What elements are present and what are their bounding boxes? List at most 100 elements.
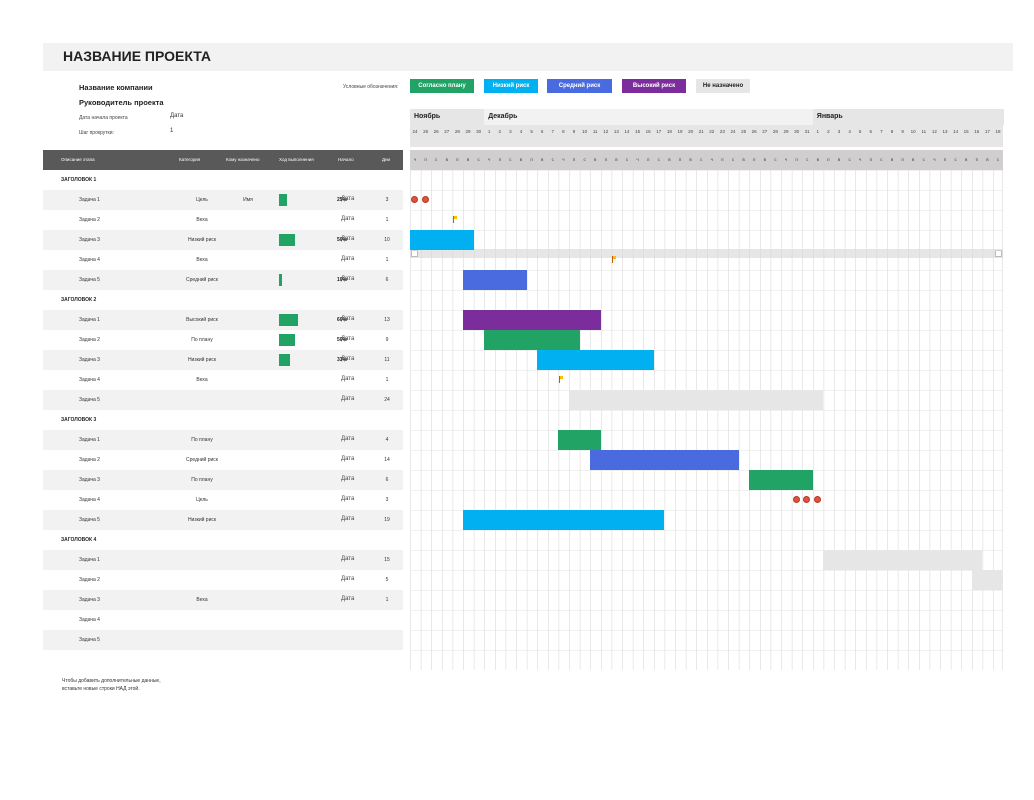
task-name[interactable]: Задача 4 [79,377,100,383]
task-name[interactable]: Задача 2 [79,217,100,223]
gantt-task-bar[interactable] [558,430,601,450]
task-start-date[interactable]: Дата [341,336,355,342]
task-category[interactable]: Средний риск [186,457,218,463]
task-days[interactable]: 14 [384,457,390,463]
gantt-task-bar[interactable] [537,350,654,370]
task-start-date[interactable]: Дата [341,516,355,522]
task-days[interactable]: 1 [385,377,389,383]
task-days[interactable]: 1 [385,597,389,603]
scroll-step-value[interactable]: 1 [170,128,174,134]
task-name[interactable]: Задача 3 [79,477,100,483]
task-start-date[interactable]: Дата [341,216,355,222]
gantt-task-bar[interactable] [463,310,601,330]
task-name[interactable]: Задача 2 [79,577,100,583]
gantt-task-bar[interactable] [484,330,580,350]
task-category[interactable]: По плану [191,477,213,483]
task-days[interactable]: 10 [384,237,390,243]
task-start-date[interactable]: Дата [341,496,355,502]
weekday-label: ч [636,157,639,162]
task-start-date[interactable]: Дата [341,376,355,382]
task-name[interactable]: Задача 1 [79,557,100,563]
task-days[interactable]: 13 [384,317,390,323]
task-category[interactable]: Веха [196,257,208,263]
task-name[interactable]: Задача 4 [79,497,100,503]
task-name[interactable]: Задача 3 [79,357,100,363]
task-name[interactable]: Задача 1 [79,197,100,203]
task-assignee[interactable]: Имя [243,197,253,203]
task-start-date[interactable]: Дата [341,436,355,442]
task-start-date[interactable]: Дата [341,236,355,242]
task-name[interactable]: Задача 1 [79,317,100,323]
task-category[interactable]: Веха [196,597,208,603]
header-assigned: Кому назначено [226,157,260,162]
task-category[interactable]: Цель [196,497,208,503]
task-category[interactable]: Низкий риск [187,357,217,363]
task-category[interactable]: По плану [191,337,213,343]
task-days[interactable]: 5 [385,577,389,583]
task-category[interactable]: Веха [196,217,208,223]
section-header-row: ЗАГОЛОВОК 1 [43,170,403,190]
task-category[interactable]: Средний риск [186,277,218,283]
task-days[interactable]: 1 [385,217,389,223]
task-start-date[interactable]: Дата [341,456,355,462]
task-days[interactable]: 9 [385,337,389,343]
task-days[interactable]: 6 [385,477,389,483]
task-days[interactable]: 3 [385,197,389,203]
task-name[interactable]: Задача 5 [79,397,100,403]
task-start-date[interactable]: Дата [341,276,355,282]
task-days[interactable]: 19 [384,517,390,523]
progress-value: 50% [337,337,348,343]
task-name[interactable]: Задача 3 [79,597,100,603]
task-category[interactable]: Веха [196,377,208,383]
task-start-date[interactable]: Дата [341,556,355,562]
flag-milestone-icon[interactable] [612,256,617,263]
target-milestone-icon[interactable] [813,496,821,503]
start-date-value[interactable]: Дата [170,113,184,119]
task-category[interactable]: Низкий риск [187,237,217,243]
task-start-date[interactable]: Дата [341,476,355,482]
task-name[interactable]: Задача 5 [79,637,100,643]
task-days[interactable]: 3 [385,497,389,503]
task-start-date[interactable]: Дата [341,356,355,362]
task-category[interactable]: Высокий риск [186,317,218,323]
target-milestone-icon[interactable] [803,496,811,503]
task-days[interactable]: 24 [384,397,390,403]
flag-milestone-icon[interactable] [559,376,564,383]
task-name[interactable]: Задача 5 [79,517,100,523]
task-days[interactable]: 15 [384,557,390,563]
start-date-label: Дата начала проекта [79,115,128,121]
task-name[interactable]: Задача 4 [79,257,100,263]
gantt-task-bar[interactable] [749,470,813,490]
gantt-task-bar[interactable] [569,390,824,410]
task-name[interactable]: Задача 3 [79,237,100,243]
task-days[interactable]: 1 [385,257,389,263]
gantt-task-bar[interactable] [463,270,527,290]
gantt-task-bar[interactable] [463,510,665,530]
task-name[interactable]: Задача 2 [79,457,100,463]
task-days[interactable]: 11 [384,357,390,363]
flag-milestone-icon[interactable] [453,216,458,223]
task-start-date[interactable]: Дата [341,316,355,322]
gantt-task-bar[interactable] [410,230,474,250]
target-milestone-icon[interactable] [411,196,418,203]
task-name[interactable]: Задача 2 [79,337,100,343]
task-category[interactable]: Цель [196,197,208,203]
task-row: Задача 5 Средний риск 10% Дата 6 [43,270,403,290]
target-milestone-icon[interactable] [792,496,800,503]
gantt-task-bar[interactable] [971,570,1003,590]
task-category[interactable]: Низкий риск [187,517,217,523]
task-start-date[interactable]: Дата [341,596,355,602]
task-days[interactable]: 4 [385,437,389,443]
task-days[interactable]: 6 [385,277,389,283]
task-start-date[interactable]: Дата [341,256,355,262]
task-start-date[interactable]: Дата [341,576,355,582]
gantt-task-bar[interactable] [590,450,739,470]
task-name[interactable]: Задача 1 [79,437,100,443]
task-start-date[interactable]: Дата [341,396,355,402]
task-category[interactable]: По плану [191,437,213,443]
gantt-task-bar[interactable] [823,550,983,570]
task-name[interactable]: Задача 5 [79,277,100,283]
target-milestone-icon[interactable] [421,196,429,203]
task-start-date[interactable]: Дата [341,196,355,202]
task-name[interactable]: Задача 4 [79,617,100,623]
